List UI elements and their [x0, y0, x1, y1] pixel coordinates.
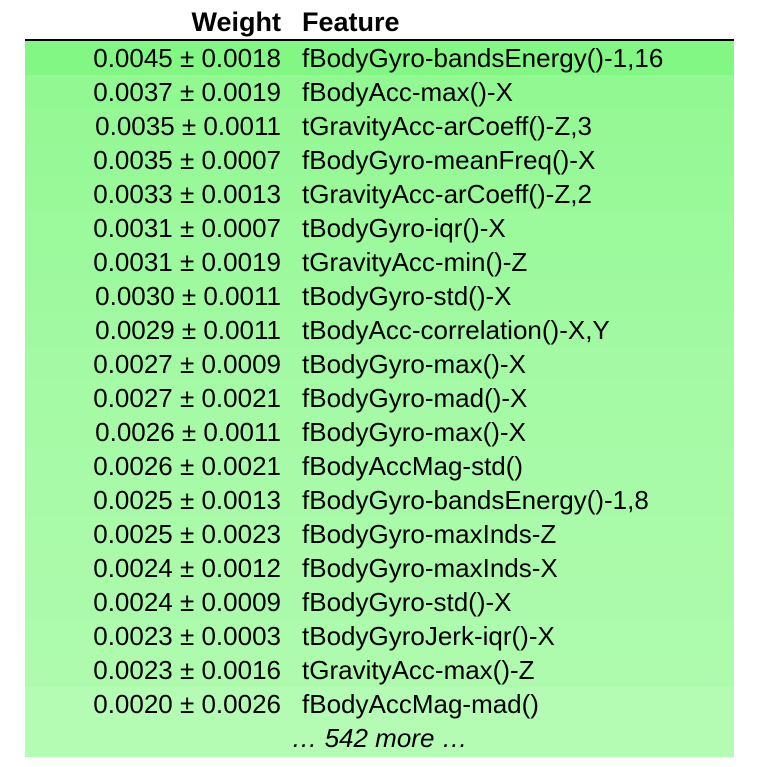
weight-cell: 0.0029 ± 0.0011	[95, 315, 281, 345]
table-row: 0.0025 ± 0.0013 fBodyGyro-bandsEnergy()-1…	[25, 483, 734, 517]
feature-cell: fBodyGyro-max()-X	[302, 417, 526, 447]
feature-cell: fBodyGyro-meanFreq()-X	[302, 145, 596, 175]
weight-column-header: Weight	[191, 7, 282, 37]
feature-cell: tBodyGyro-std()-X	[302, 281, 512, 311]
weight-cell: 0.0027 ± 0.0021	[93, 383, 281, 413]
table-row: 0.0035 ± 0.0007 fBodyGyro-meanFreq()-X	[25, 143, 734, 177]
weight-cell: 0.0035 ± 0.0007	[93, 145, 281, 175]
feature-cell: fBodyGyro-bandsEnergy()-1,16	[302, 43, 664, 73]
table-row: 0.0031 ± 0.0007 tBodyGyro-iqr()-X	[25, 211, 734, 245]
table-body: 0.0045 ± 0.0018 fBodyGyro-bandsEnergy()-1…	[25, 41, 734, 721]
feature-cell: tBodyAcc-correlation()-X,Y	[302, 315, 610, 345]
table-row: 0.0020 ± 0.0026 fBodyAccMag-mad()	[25, 687, 734, 721]
weight-cell: 0.0035 ± 0.0011	[95, 111, 281, 141]
feature-cell: fBodyGyro-bandsEnergy()-1,8	[302, 485, 649, 515]
weight-cell: 0.0027 ± 0.0009	[93, 349, 281, 379]
feature-cell: fBodyAccMag-std()	[302, 451, 524, 481]
weights-table: Weight Feature 0.0045 ± 0.0018 fBodyGyro-…	[25, 2, 734, 757]
table-row: 0.0031 ± 0.0019 tGravityAcc-min()-Z	[25, 245, 734, 279]
weight-cell: 0.0023 ± 0.0016	[93, 655, 281, 685]
weight-cell: 0.0031 ± 0.0019	[93, 247, 281, 277]
feature-cell: fBodyGyro-std()-X	[302, 587, 512, 617]
weight-cell: 0.0045 ± 0.0018	[93, 43, 281, 73]
table-row: 0.0035 ± 0.0011 tGravityAcc-arCoeff()-Z,3	[25, 109, 734, 143]
table-row: 0.0025 ± 0.0023 fBodyGyro-maxInds-Z	[25, 517, 734, 551]
feature-cell: tGravityAcc-arCoeff()-Z,2	[302, 179, 592, 209]
weight-cell: 0.0026 ± 0.0011	[95, 417, 281, 447]
feature-cell: tBodyGyro-max()-X	[302, 349, 526, 379]
weight-cell: 0.0033 ± 0.0013	[93, 179, 281, 209]
table-row: 0.0045 ± 0.0018 fBodyGyro-bandsEnergy()-1…	[25, 41, 734, 75]
table-row: 0.0027 ± 0.0009 tBodyGyro-max()-X	[25, 347, 734, 381]
weight-cell: 0.0024 ± 0.0012	[93, 553, 281, 583]
feature-cell: tGravityAcc-max()-Z	[302, 655, 535, 685]
feature-cell: tBodyGyro-iqr()-X	[302, 213, 506, 243]
table-row: 0.0027 ± 0.0021 fBodyGyro-mad()-X	[25, 381, 734, 415]
table-row: 0.0024 ± 0.0009 fBodyGyro-std()-X	[25, 585, 734, 619]
weight-cell: 0.0020 ± 0.0026	[93, 689, 281, 719]
feature-cell: tGravityAcc-arCoeff()-Z,3	[302, 111, 592, 141]
table-row: 0.0037 ± 0.0019 fBodyAcc-max()-X	[25, 75, 734, 109]
table-row: 0.0023 ± 0.0003 tBodyGyroJerk-iqr()-X	[25, 619, 734, 653]
table-row: 0.0026 ± 0.0011 fBodyGyro-max()-X	[25, 415, 734, 449]
weight-cell: 0.0037 ± 0.0019	[93, 77, 281, 107]
weight-cell: 0.0025 ± 0.0023	[93, 519, 281, 549]
weight-cell: 0.0024 ± 0.0009	[93, 587, 281, 617]
table-row: 0.0024 ± 0.0012 fBodyGyro-maxInds-X	[25, 551, 734, 585]
feature-cell: fBodyGyro-maxInds-Z	[302, 519, 557, 549]
table-row: 0.0023 ± 0.0016 tGravityAcc-max()-Z	[25, 653, 734, 687]
feature-cell: fBodyGyro-maxInds-X	[302, 553, 558, 583]
table-row: 0.0030 ± 0.0011 tBodyGyro-std()-X	[25, 279, 734, 313]
weight-cell: 0.0025 ± 0.0013	[93, 485, 281, 515]
weight-cell: 0.0030 ± 0.0011	[95, 281, 281, 311]
weight-cell: 0.0026 ± 0.0021	[93, 451, 281, 481]
more-text: … 542 more …	[291, 723, 468, 753]
more-row: … 542 more …	[25, 721, 734, 757]
feature-cell: fBodyGyro-mad()-X	[302, 383, 528, 413]
weight-cell: 0.0023 ± 0.0003	[93, 621, 281, 651]
table-row: 0.0026 ± 0.0021 fBodyAccMag-std()	[25, 449, 734, 483]
feature-cell: fBodyAccMag-mad()	[302, 689, 539, 719]
feature-cell: fBodyAcc-max()-X	[302, 77, 513, 107]
table-header: Weight Feature	[25, 2, 734, 41]
weight-cell: 0.0031 ± 0.0007	[93, 213, 281, 243]
feature-cell: tGravityAcc-min()-Z	[302, 247, 528, 277]
feature-column-header: Feature	[302, 7, 400, 37]
feature-cell: tBodyGyroJerk-iqr()-X	[302, 621, 555, 651]
table-row: 0.0033 ± 0.0013 tGravityAcc-arCoeff()-Z,2	[25, 177, 734, 211]
table-row: 0.0029 ± 0.0011 tBodyAcc-correlation()-X,…	[25, 313, 734, 347]
